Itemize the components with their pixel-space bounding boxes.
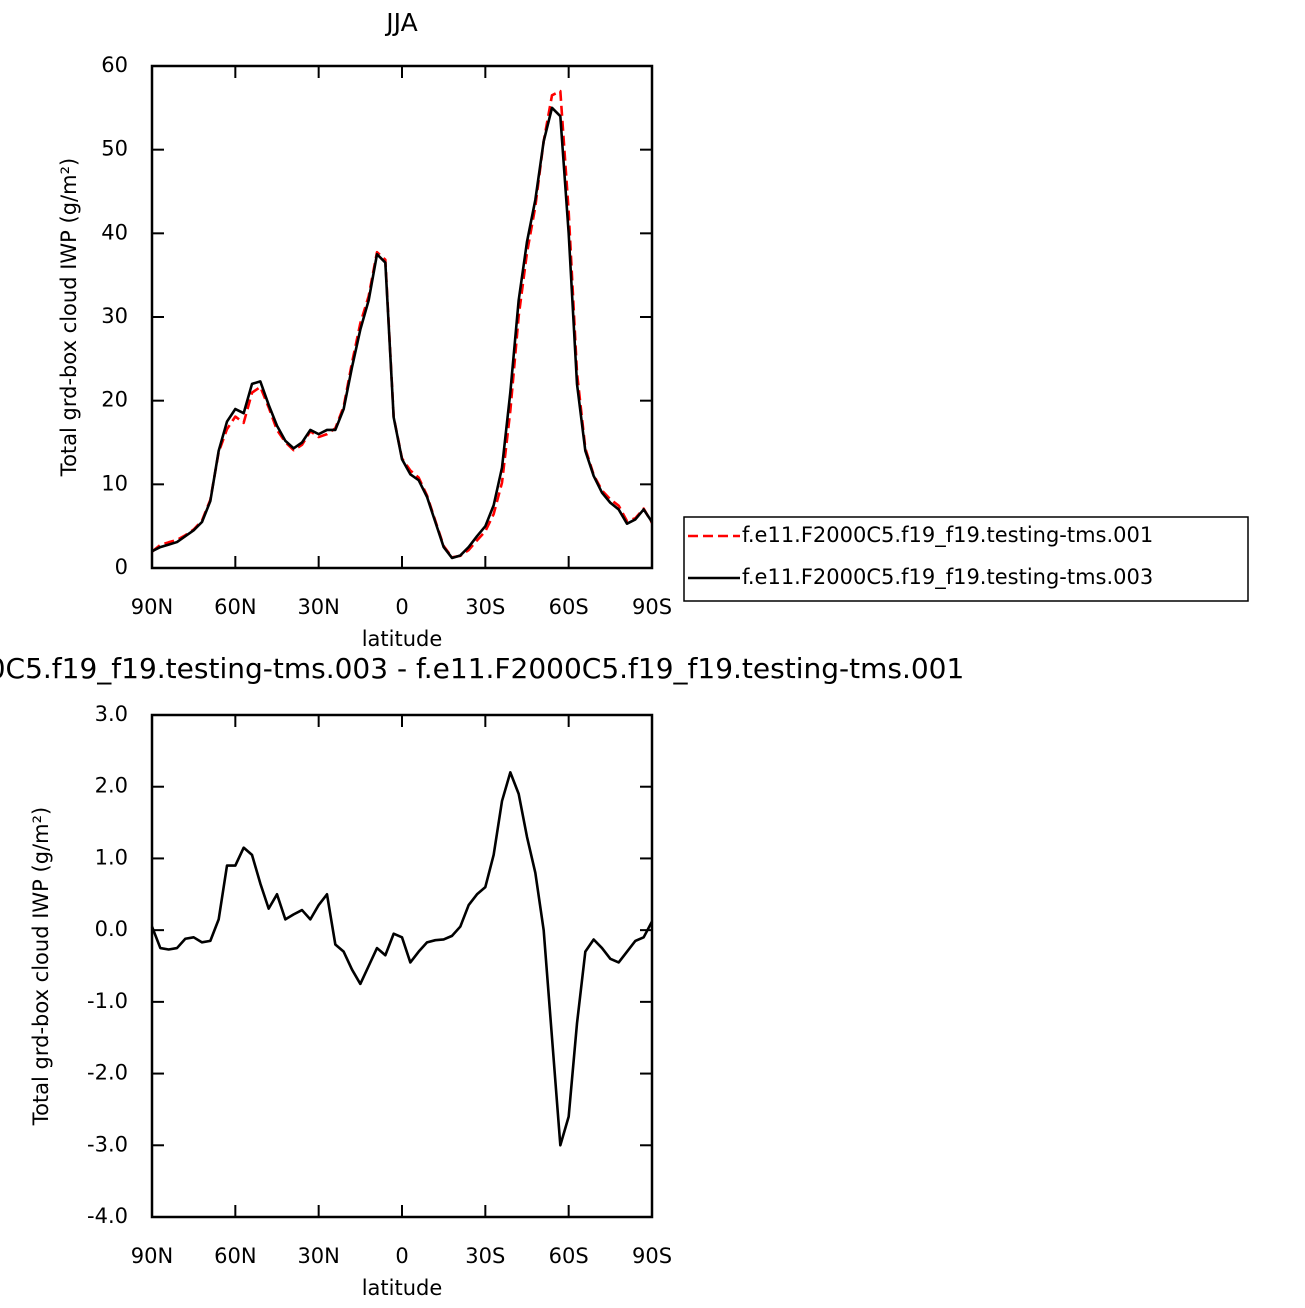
x-axis-label: latitude (362, 1276, 443, 1300)
y-tick-label: 0.0 (95, 917, 128, 941)
legend-box (683, 516, 1249, 602)
y-tick-label: 30 (101, 304, 128, 328)
x-tick-label: 60N (214, 1244, 256, 1268)
y-tick-label: -1.0 (87, 989, 128, 1013)
x-tick-label: 90S (632, 595, 672, 619)
x-axis-label: latitude (362, 627, 443, 651)
legend-label: f.e11.F2000C5.f19_f19.testing-tms.003 (742, 565, 1153, 590)
x-tick-label: 60S (549, 1244, 589, 1268)
x-tick-label: 0 (395, 595, 408, 619)
x-tick-label: 30S (465, 595, 505, 619)
y-tick-label: -2.0 (87, 1061, 128, 1085)
chart-title: f.e11.F2000C5.f19_f19.testing-tms.003 - … (0, 652, 964, 685)
x-tick-label: 90N (131, 1244, 173, 1268)
y-tick-label: 20 (101, 388, 128, 412)
x-tick-label: 30S (465, 1244, 505, 1268)
y-tick-label: 0 (115, 555, 128, 579)
y-tick-label: 3.0 (95, 702, 128, 726)
x-tick-label: 90S (632, 1244, 672, 1268)
y-tick-label: 60 (101, 53, 128, 77)
legend-label: f.e11.F2000C5.f19_f19.testing-tms.001 (742, 523, 1153, 548)
x-tick-label: 60S (549, 595, 589, 619)
x-tick-label: 60N (214, 595, 256, 619)
x-tick-label: 0 (395, 1244, 408, 1268)
plot-frame (150, 64, 654, 570)
y-tick-label: 2.0 (95, 774, 128, 798)
data-line (151, 89, 654, 559)
y-axis-label: Total grd-box cloud IWP (g/m²) (29, 807, 53, 1126)
y-tick-label: -3.0 (87, 1132, 128, 1156)
y-tick-label: 50 (101, 137, 128, 161)
data-line (150, 771, 654, 1147)
y-tick-label: -4.0 (87, 1204, 128, 1228)
data-line (151, 106, 654, 560)
plot-frame (150, 713, 654, 1219)
x-tick-label: 90N (131, 595, 173, 619)
x-tick-label: 30N (297, 595, 339, 619)
y-tick-label: 10 (101, 471, 128, 495)
y-tick-label: 40 (101, 220, 128, 244)
chart-title: JJA (384, 8, 417, 37)
x-tick-label: 30N (297, 1244, 339, 1268)
y-tick-label: 1.0 (95, 845, 128, 869)
y-axis-label: Total grd-box cloud IWP (g/m²) (57, 158, 81, 477)
